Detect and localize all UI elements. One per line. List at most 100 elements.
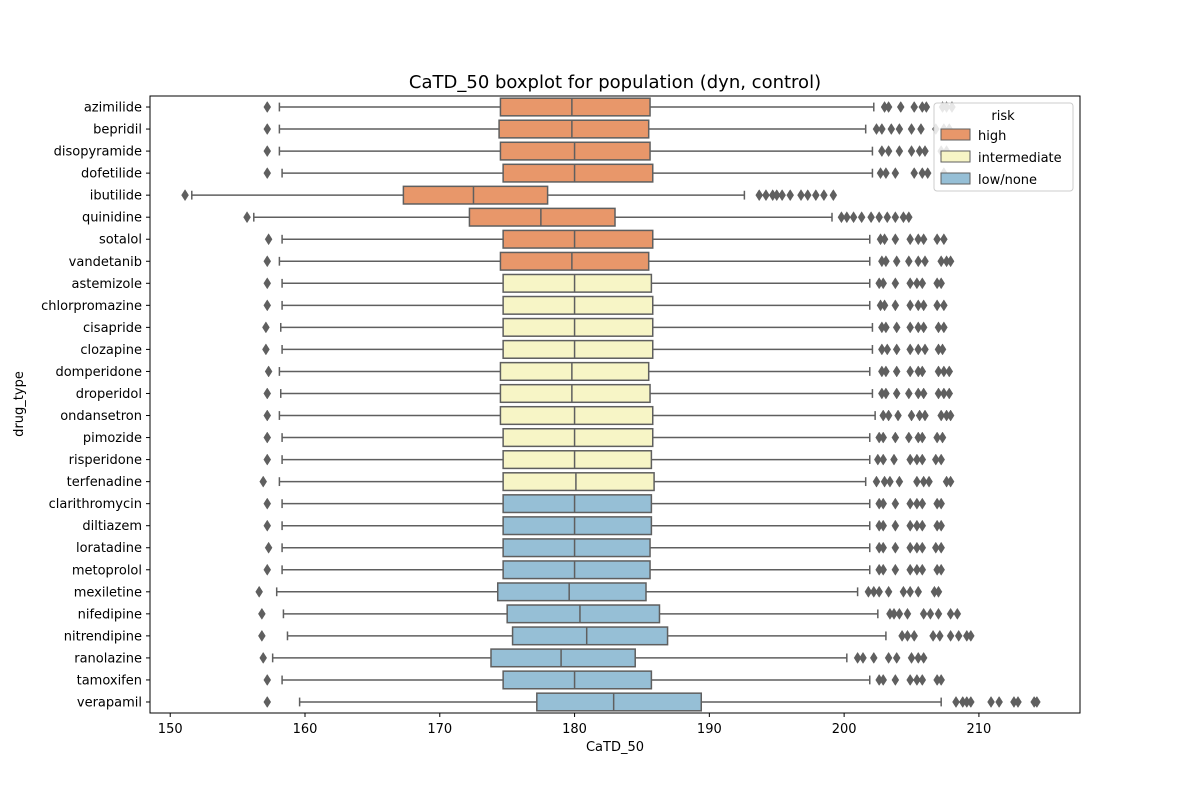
outlier-point xyxy=(882,387,890,400)
y-tick-label: risperidone xyxy=(69,453,142,468)
outlier-point xyxy=(886,475,894,488)
outlier-point xyxy=(891,277,900,290)
outlier-point xyxy=(878,123,886,136)
iqr-box xyxy=(502,427,654,448)
outlier-point xyxy=(910,167,919,180)
x-axis: 150 160 170 180 190 200 210 xyxy=(158,713,991,737)
box-ondansetron xyxy=(263,405,955,426)
outlier-point xyxy=(914,255,923,268)
outlier-point xyxy=(762,189,770,202)
outlier-point xyxy=(258,629,266,642)
outlier-point xyxy=(891,673,900,686)
outlier-point xyxy=(878,145,886,158)
outlier-point xyxy=(891,299,900,312)
box-dofetilide xyxy=(263,163,948,183)
outlier-point xyxy=(905,211,913,224)
outlier-point xyxy=(921,409,929,422)
y-tick-label: astemizole xyxy=(72,277,143,292)
outlier-point xyxy=(263,123,272,136)
legend-frame xyxy=(933,102,1074,192)
outlier-point xyxy=(879,453,888,466)
outlier-point xyxy=(264,365,273,378)
outlier-point xyxy=(263,409,272,422)
outlier-point xyxy=(892,365,901,378)
outlier-point xyxy=(891,519,900,532)
box-cisapride xyxy=(262,317,948,337)
x-axis-title: CaTD_50 xyxy=(586,740,644,755)
outlier-point xyxy=(259,475,268,488)
outlier-point xyxy=(913,497,921,510)
outlier-point xyxy=(872,123,881,136)
outlier-point xyxy=(919,321,928,334)
outlier-point xyxy=(967,696,975,708)
y-tick-label: cisapride xyxy=(83,321,142,336)
outlier-point xyxy=(891,541,900,554)
outlier-point xyxy=(786,189,795,202)
outlier-point xyxy=(859,651,867,664)
outlier-point xyxy=(876,167,885,180)
outlier-point xyxy=(884,651,893,664)
outlier-point xyxy=(869,651,878,664)
outlier-point xyxy=(907,651,916,664)
outlier-point xyxy=(913,453,921,466)
iqr-box xyxy=(502,229,654,249)
legend-swatch xyxy=(940,128,971,141)
outlier-point xyxy=(995,696,1003,708)
outlier-point xyxy=(906,497,914,510)
outlier-point xyxy=(918,563,927,576)
outlier-point xyxy=(918,365,927,378)
outlier-point xyxy=(880,299,889,312)
chart-title: CaTD_50 boxplot for population (dyn, con… xyxy=(409,72,821,93)
y-tick-label: quinidine xyxy=(82,211,142,226)
outlier-point xyxy=(895,145,904,158)
box-bepridil xyxy=(263,119,954,139)
outlier-point xyxy=(857,211,866,224)
outlier-point xyxy=(867,211,875,224)
outlier-point xyxy=(914,651,923,664)
outlier-point xyxy=(913,475,921,488)
x-tick-label: 170 xyxy=(427,722,452,737)
outlier-point xyxy=(262,343,270,356)
outlier-point xyxy=(879,431,888,444)
box-risperidone xyxy=(263,450,945,470)
y-tick-label: disopyramide xyxy=(54,145,142,160)
outlier-point xyxy=(919,299,928,312)
box-domperidone xyxy=(264,361,954,382)
iqr-box xyxy=(502,560,651,580)
outlier-point xyxy=(937,519,945,532)
outlier-point xyxy=(933,233,941,246)
outlier-point xyxy=(945,387,954,400)
outlier-point xyxy=(931,453,940,466)
outlier-point xyxy=(891,211,900,224)
outlier-point xyxy=(940,321,948,334)
outlier-point xyxy=(879,673,888,686)
outlier-point xyxy=(918,277,927,290)
box-ranolazine xyxy=(259,648,928,668)
outlier-point xyxy=(914,585,923,598)
outlier-point xyxy=(892,255,901,268)
outlier-point xyxy=(946,255,955,268)
outlier-point xyxy=(263,145,272,158)
iqr-box xyxy=(502,494,653,514)
outlier-point xyxy=(934,321,943,334)
outlier-point xyxy=(892,651,901,664)
outlier-point xyxy=(829,189,838,202)
outlier-point xyxy=(903,607,912,620)
outlier-point xyxy=(898,629,906,642)
outlier-point xyxy=(906,343,914,356)
outlier-point xyxy=(263,431,272,444)
outlier-point xyxy=(878,343,886,356)
outlier-point xyxy=(906,365,914,378)
outlier-point xyxy=(883,211,892,224)
outlier-point xyxy=(264,233,273,246)
outlier-point xyxy=(918,519,927,532)
x-tick-label: 200 xyxy=(832,722,857,737)
box-vandetanib xyxy=(263,251,955,271)
y-tick-label: domperidone xyxy=(55,365,142,380)
iqr-box xyxy=(511,626,669,646)
y-tick-label: azimilide xyxy=(84,101,142,116)
outlier-point xyxy=(891,167,900,180)
outlier-point xyxy=(915,145,924,158)
outlier-point xyxy=(875,585,883,598)
outlier-point xyxy=(921,145,929,158)
